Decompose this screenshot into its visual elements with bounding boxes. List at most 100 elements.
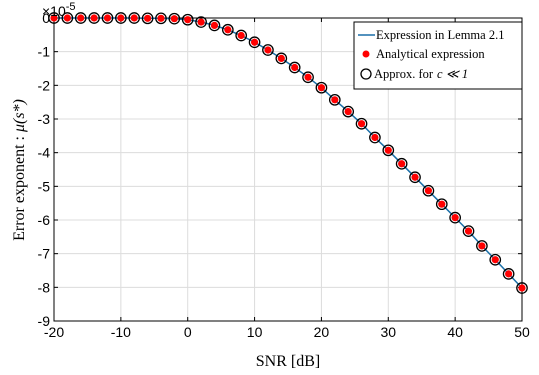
- data-point-analytical: [317, 84, 326, 92]
- data-point-approx: [248, 36, 261, 49]
- x-tick-label: 10: [247, 324, 263, 340]
- data-point-approx: [88, 12, 100, 24]
- data-point-analytical: [371, 133, 379, 142]
- data-point-approx: [141, 12, 154, 25]
- data-point-analytical: [184, 16, 192, 24]
- data-point-analytical: [464, 227, 473, 235]
- data-point-approx: [128, 12, 141, 24]
- y-tick-label: -5: [38, 178, 51, 194]
- legend-circle-marker: [360, 68, 372, 80]
- y-tick-label: -1: [38, 44, 51, 60]
- x-tick-label: 30: [380, 324, 396, 340]
- data-point-analytical: [451, 214, 459, 222]
- y-tick-label: 0: [42, 10, 50, 26]
- data-point-analytical: [411, 173, 419, 181]
- data-point-approx: [315, 81, 328, 94]
- data-point-analytical: [478, 242, 486, 250]
- data-point-approx: [101, 12, 114, 24]
- data-point-analytical: [384, 146, 392, 154]
- data-point-approx: [395, 157, 408, 170]
- x-tick-label: 0: [184, 324, 192, 340]
- data-point-analytical: [264, 46, 272, 54]
- data-point-approx: [221, 23, 234, 36]
- data-point-approx: [355, 117, 368, 130]
- legend-dot-marker: [362, 50, 370, 58]
- y-tick-label: -3: [38, 111, 51, 127]
- legend-label-analytical: Analytical expression: [376, 47, 485, 61]
- data-point-approx: [181, 13, 194, 26]
- data-point-analytical: [210, 21, 219, 30]
- legend-box: [353, 21, 523, 90]
- x-tick-label: 20: [314, 324, 330, 340]
- legend-label-lemma: Expression in Lemma 2.1: [376, 28, 504, 42]
- x-tick-label: 50: [514, 324, 530, 340]
- data-point-analytical: [77, 14, 85, 22]
- y-tick-label: -6: [38, 212, 51, 228]
- data-point-approx: [516, 282, 528, 294]
- data-point-approx: [288, 61, 301, 74]
- data-point-analytical: [50, 14, 58, 22]
- x-axis: -20 -10 0 10 20 30 40 50: [44, 18, 530, 340]
- y-tick-label: -4: [38, 145, 51, 161]
- y-axis-label: Error exponent :μ(s*): [11, 99, 28, 241]
- data-point-approx: [208, 19, 221, 32]
- data-point-analytical: [304, 73, 312, 81]
- data-point-analytical: [170, 15, 178, 23]
- data-point-analytical: [90, 14, 98, 22]
- data-point-approx: [435, 198, 448, 211]
- data-point-analytical: [157, 14, 165, 22]
- data-point-approx: [168, 12, 181, 25]
- data-point-approx: [48, 12, 60, 24]
- data-point-approx: [476, 240, 488, 252]
- y-axis: 0 -1 -2 -3 -4 -5 -6 -7 -8 -9: [38, 10, 522, 329]
- data-point-approx: [449, 211, 461, 224]
- data-point-analytical: [438, 200, 446, 208]
- data-point-approx: [195, 16, 207, 28]
- data-point-approx: [502, 268, 515, 280]
- y-tick-label: -8: [38, 279, 51, 295]
- data-point-approx: [409, 171, 421, 184]
- x-axis-label: SNR [dB]: [256, 353, 320, 370]
- data-point-analytical: [518, 284, 526, 292]
- data-point-analytical: [344, 107, 352, 116]
- data-point-analytical: [63, 14, 71, 22]
- data-point-approx: [328, 93, 341, 106]
- data-point-approx: [342, 105, 355, 118]
- data-point-analytical: [250, 38, 259, 46]
- data-point-approx: [382, 144, 395, 157]
- data-point-analytical: [117, 14, 125, 22]
- data-point-approx: [422, 184, 435, 197]
- y-exponent-label: ×10-5: [42, 1, 76, 19]
- data-point-approx: [275, 52, 288, 65]
- data-point-approx: [74, 12, 87, 24]
- legend-label-approx: Approx. for c ≪ 1: [374, 67, 468, 81]
- data-point-analytical: [197, 18, 205, 26]
- data-point-approx: [302, 71, 314, 84]
- x-tick-label: -20: [44, 324, 64, 340]
- data-point-analytical: [398, 160, 406, 168]
- data-point-analytical: [331, 96, 339, 104]
- data-point-approx: [155, 12, 167, 25]
- data-point-analytical: [103, 14, 112, 22]
- data-point-analytical: [224, 26, 232, 34]
- data-point-analytical: [237, 31, 245, 40]
- data-point-approx: [235, 29, 248, 42]
- y-tick-label: -7: [38, 246, 51, 262]
- data-point-approx: [489, 253, 502, 266]
- data-point-analytical: [277, 54, 285, 63]
- legend: Expression in Lemma 2.1 Analytical expre…: [353, 21, 523, 90]
- data-point-analytical: [130, 14, 138, 22]
- data-point-analytical: [505, 270, 513, 278]
- y-tick-label: -9: [38, 313, 51, 329]
- data-point-analytical: [424, 187, 432, 195]
- data-point-analytical: [491, 256, 499, 264]
- data-point-analytical: [144, 14, 152, 22]
- data-point-analytical: [357, 120, 366, 128]
- x-tick-label: -10: [111, 324, 131, 340]
- data-point-approx: [462, 225, 475, 237]
- data-point-approx: [369, 131, 381, 144]
- y-tick-label: -2: [38, 77, 51, 93]
- data-point-approx: [61, 12, 74, 24]
- data-point-approx: [115, 12, 127, 24]
